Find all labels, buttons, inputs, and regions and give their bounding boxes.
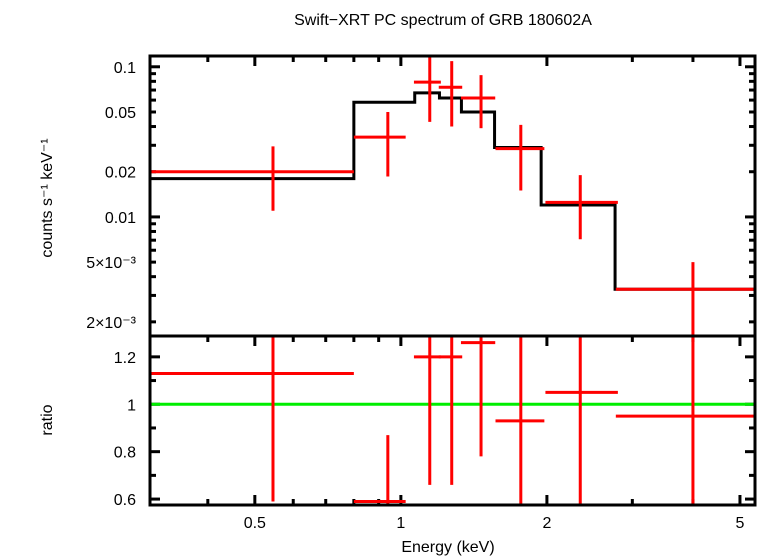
model-step-line xyxy=(150,91,755,291)
y-tick-label: 1.2 xyxy=(114,350,136,367)
x-axis-label: Energy (keV) xyxy=(401,539,494,556)
chart-title: Swift−XRT PC spectrum of GRB 180602A xyxy=(294,12,592,29)
x-tick-label: 5 xyxy=(736,515,745,532)
y-axis-label-top: counts s⁻¹ keV⁻¹ xyxy=(39,138,56,257)
spectrum-panel: 0.1 0.05 0.02 0.01 5×10⁻³ 2×10⁻³ xyxy=(86,54,757,338)
y-axis-label-bottom: ratio xyxy=(39,404,56,435)
y-tick-label: 0.01 xyxy=(105,210,136,227)
ratio-panel: 0.5 1 2 5 1.2 1 0.8 0.6 xyxy=(114,334,757,532)
y-tick-label: 5×10⁻³ xyxy=(86,255,136,272)
x-tick-label: 2 xyxy=(542,515,551,532)
y-tick-label: 0.05 xyxy=(105,105,136,122)
x-tick-label: 0.5 xyxy=(244,515,266,532)
y-tick-label: 1 xyxy=(127,397,136,414)
y-tick-label: 0.8 xyxy=(114,445,136,462)
y-tick-label: 0.6 xyxy=(114,492,136,509)
x-tick-label: 1 xyxy=(396,515,405,532)
y-tick-label: 2×10⁻³ xyxy=(86,315,136,332)
ratio-frame xyxy=(148,334,757,507)
y-tick-label: 0.02 xyxy=(105,165,136,182)
y-tick-label: 0.1 xyxy=(114,60,136,77)
